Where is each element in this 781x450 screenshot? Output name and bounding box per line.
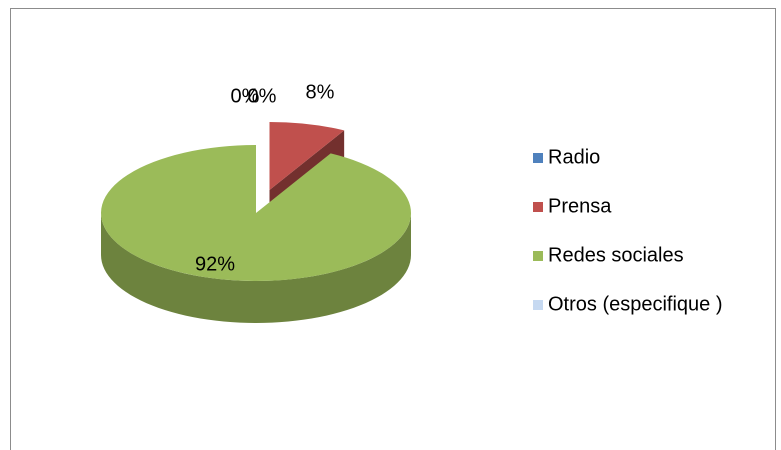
legend-swatch	[533, 202, 543, 212]
legend-label: Otros (especifique )	[548, 293, 723, 315]
pie-slice	[269, 121, 345, 190]
slice-side	[101, 213, 411, 323]
data-label: 8%	[306, 81, 335, 103]
legend-swatch	[533, 153, 543, 163]
legend-swatch	[533, 251, 543, 261]
legend-label: Redes sociales	[548, 244, 684, 266]
legend-label: Radio	[548, 146, 600, 168]
data-label: 0%	[248, 85, 277, 107]
legend-label: Prensa	[548, 195, 612, 217]
chart-frame	[10, 8, 776, 450]
data-label: 0%	[231, 85, 260, 107]
pie-slice	[101, 145, 412, 281]
data-label: 92%	[195, 253, 235, 275]
legend-swatch	[533, 300, 543, 310]
